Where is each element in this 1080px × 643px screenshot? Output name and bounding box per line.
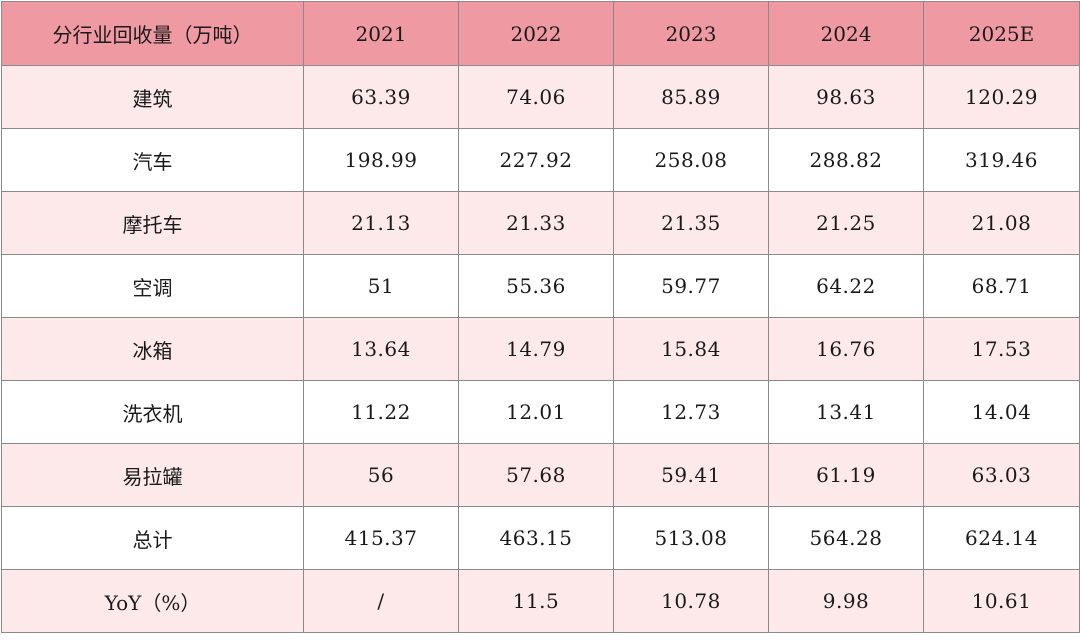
table-cell: 98.63: [768, 65, 924, 129]
header-year-2023: 2023: [613, 1, 769, 66]
table-cell: 55.36: [458, 254, 614, 318]
table-cell: 64.22: [768, 254, 924, 318]
header-year-2022: 2022: [458, 1, 614, 66]
table-cell: 258.08: [613, 128, 769, 192]
table-row: 洗衣机 11.22 12.01 12.73 13.41 14.04: [1, 380, 1080, 444]
table-cell: 13.64: [303, 317, 459, 381]
table-cell: 17.53: [923, 317, 1080, 381]
table-cell: 12.01: [458, 380, 614, 444]
header-year-2024: 2024: [768, 1, 924, 66]
row-label: 建筑: [1, 65, 304, 129]
table-row: 冰箱 13.64 14.79 15.84 16.76 17.53: [1, 317, 1080, 381]
row-label: 洗衣机: [1, 380, 304, 444]
table-cell: 9.98: [768, 569, 924, 633]
header-category: 分行业回收量（万吨）: [1, 1, 304, 66]
table-cell: 14.04: [923, 380, 1080, 444]
table-row: 摩托车 21.13 21.33 21.35 21.25 21.08: [1, 191, 1080, 255]
table-cell: 68.71: [923, 254, 1080, 318]
table-cell: 61.19: [768, 443, 924, 507]
row-label: 冰箱: [1, 317, 304, 381]
table-cell: 21.25: [768, 191, 924, 255]
table-cell: 59.77: [613, 254, 769, 318]
table-row: 建筑 63.39 74.06 85.89 98.63 120.29: [1, 65, 1080, 129]
header-year-2021: 2021: [303, 1, 459, 66]
table-cell: /: [303, 569, 459, 633]
table-cell: 227.92: [458, 128, 614, 192]
table-cell: 11.22: [303, 380, 459, 444]
row-label: YoY（%）: [1, 569, 304, 633]
table-cell: 21.33: [458, 191, 614, 255]
yoy-row: YoY（%） / 11.5 10.78 9.98 10.61: [1, 569, 1080, 633]
table-cell: 288.82: [768, 128, 924, 192]
table-cell: 21.08: [923, 191, 1080, 255]
table-cell: 10.61: [923, 569, 1080, 633]
table-cell: 11.5: [458, 569, 614, 633]
table-cell: 198.99: [303, 128, 459, 192]
table-cell: 14.79: [458, 317, 614, 381]
row-label: 汽车: [1, 128, 304, 192]
row-label: 总计: [1, 506, 304, 570]
row-label: 摩托车: [1, 191, 304, 255]
table-cell: 15.84: [613, 317, 769, 381]
header-row: 分行业回收量（万吨） 2021 2022 2023 2024 2025E: [1, 1, 1080, 66]
table-cell: 564.28: [768, 506, 924, 570]
table-cell: 21.35: [613, 191, 769, 255]
table-cell: 12.73: [613, 380, 769, 444]
table-cell: 10.78: [613, 569, 769, 633]
table-cell: 57.68: [458, 443, 614, 507]
table-cell: 319.46: [923, 128, 1080, 192]
header-year-2025e: 2025E: [923, 1, 1080, 66]
table-cell: 120.29: [923, 65, 1080, 129]
row-label: 空调: [1, 254, 304, 318]
table-cell: 513.08: [613, 506, 769, 570]
table-cell: 74.06: [458, 65, 614, 129]
table-row: 汽车 198.99 227.92 258.08 288.82 319.46: [1, 128, 1080, 192]
table-cell: 13.41: [768, 380, 924, 444]
row-label: 易拉罐: [1, 443, 304, 507]
table-cell: 59.41: [613, 443, 769, 507]
total-row: 总计 415.37 463.15 513.08 564.28 624.14: [1, 506, 1080, 570]
table-cell: 63.39: [303, 65, 459, 129]
table-cell: 624.14: [923, 506, 1080, 570]
table-cell: 21.13: [303, 191, 459, 255]
table-cell: 51: [303, 254, 459, 318]
table-cell: 415.37: [303, 506, 459, 570]
table-cell: 463.15: [458, 506, 614, 570]
table-cell: 85.89: [613, 65, 769, 129]
table-cell: 16.76: [768, 317, 924, 381]
table-row: 空调 51 55.36 59.77 64.22 68.71: [1, 254, 1080, 318]
table-row: 易拉罐 56 57.68 59.41 61.19 63.03: [1, 443, 1080, 507]
table-cell: 63.03: [923, 443, 1080, 507]
table-cell: 56: [303, 443, 459, 507]
